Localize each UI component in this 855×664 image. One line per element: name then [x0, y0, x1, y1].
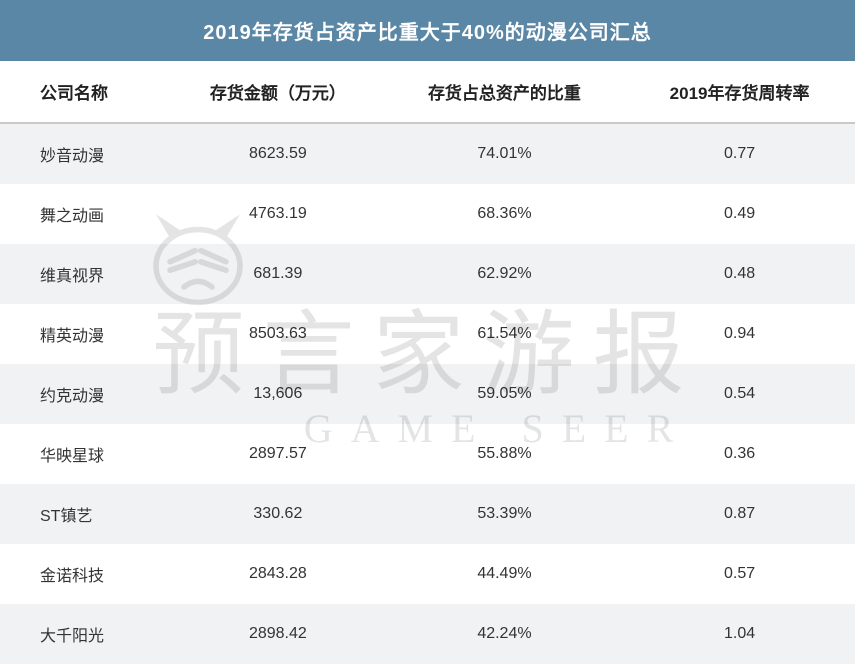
cell-company: 舞之动画: [0, 184, 171, 244]
table-row: 妙音动漫 8623.59 74.01% 0.77: [0, 123, 855, 184]
cell-ratio: 59.05%: [385, 364, 624, 424]
table-row: 维真视界 681.39 62.92% 0.48: [0, 244, 855, 304]
col-header-turnover: 2019年存货周转率: [624, 61, 855, 123]
table-title: 2019年存货占资产比重大于40%的动漫公司汇总: [0, 0, 855, 61]
col-header-amount: 存货金额（万元）: [171, 61, 385, 123]
table-row: 约克动漫 13,606 59.05% 0.54: [0, 364, 855, 424]
cell-company: 精英动漫: [0, 304, 171, 364]
cell-amount: 330.62: [171, 484, 385, 544]
table-row: 大千阳光 2898.42 42.24% 1.04: [0, 604, 855, 664]
cell-amount: 4763.19: [171, 184, 385, 244]
cell-ratio: 68.36%: [385, 184, 624, 244]
cell-ratio: 61.54%: [385, 304, 624, 364]
cell-amount: 8623.59: [171, 123, 385, 184]
cell-turnover: 0.94: [624, 304, 855, 364]
cell-amount: 2843.28: [171, 544, 385, 604]
cell-ratio: 42.24%: [385, 604, 624, 664]
table-row: 华映星球 2897.57 55.88% 0.36: [0, 424, 855, 484]
table-row: 金诺科技 2843.28 44.49% 0.57: [0, 544, 855, 604]
cell-turnover: 0.87: [624, 484, 855, 544]
col-header-company: 公司名称: [0, 61, 171, 123]
cell-ratio: 62.92%: [385, 244, 624, 304]
cell-ratio: 55.88%: [385, 424, 624, 484]
col-header-ratio: 存货占总资产的比重: [385, 61, 624, 123]
cell-turnover: 0.54: [624, 364, 855, 424]
cell-amount: 13,606: [171, 364, 385, 424]
cell-turnover: 1.04: [624, 604, 855, 664]
header-row: 公司名称 存货金额（万元） 存货占总资产的比重 2019年存货周转率: [0, 61, 855, 123]
cell-turnover: 0.77: [624, 123, 855, 184]
cell-amount: 2898.42: [171, 604, 385, 664]
cell-company: 约克动漫: [0, 364, 171, 424]
cell-company: 大千阳光: [0, 604, 171, 664]
table-body: 妙音动漫 8623.59 74.01% 0.77 舞之动画 4763.19 68…: [0, 123, 855, 664]
cell-company: 华映星球: [0, 424, 171, 484]
cell-company: 妙音动漫: [0, 123, 171, 184]
cell-turnover: 0.36: [624, 424, 855, 484]
cell-company: ST镇艺: [0, 484, 171, 544]
cell-amount: 681.39: [171, 244, 385, 304]
cell-turnover: 0.49: [624, 184, 855, 244]
cell-amount: 2897.57: [171, 424, 385, 484]
table-row: ST镇艺 330.62 53.39% 0.87: [0, 484, 855, 544]
cell-ratio: 74.01%: [385, 123, 624, 184]
cell-turnover: 0.48: [624, 244, 855, 304]
cell-turnover: 0.57: [624, 544, 855, 604]
cell-company: 金诺科技: [0, 544, 171, 604]
table-row: 精英动漫 8503.63 61.54% 0.94: [0, 304, 855, 364]
data-table: 公司名称 存货金额（万元） 存货占总资产的比重 2019年存货周转率 妙音动漫 …: [0, 61, 855, 664]
table-container: 2019年存货占资产比重大于40%的动漫公司汇总 公司名称 存货金额（万元） 存…: [0, 0, 855, 664]
table-row: 舞之动画 4763.19 68.36% 0.49: [0, 184, 855, 244]
cell-amount: 8503.63: [171, 304, 385, 364]
cell-ratio: 44.49%: [385, 544, 624, 604]
cell-company: 维真视界: [0, 244, 171, 304]
cell-ratio: 53.39%: [385, 484, 624, 544]
